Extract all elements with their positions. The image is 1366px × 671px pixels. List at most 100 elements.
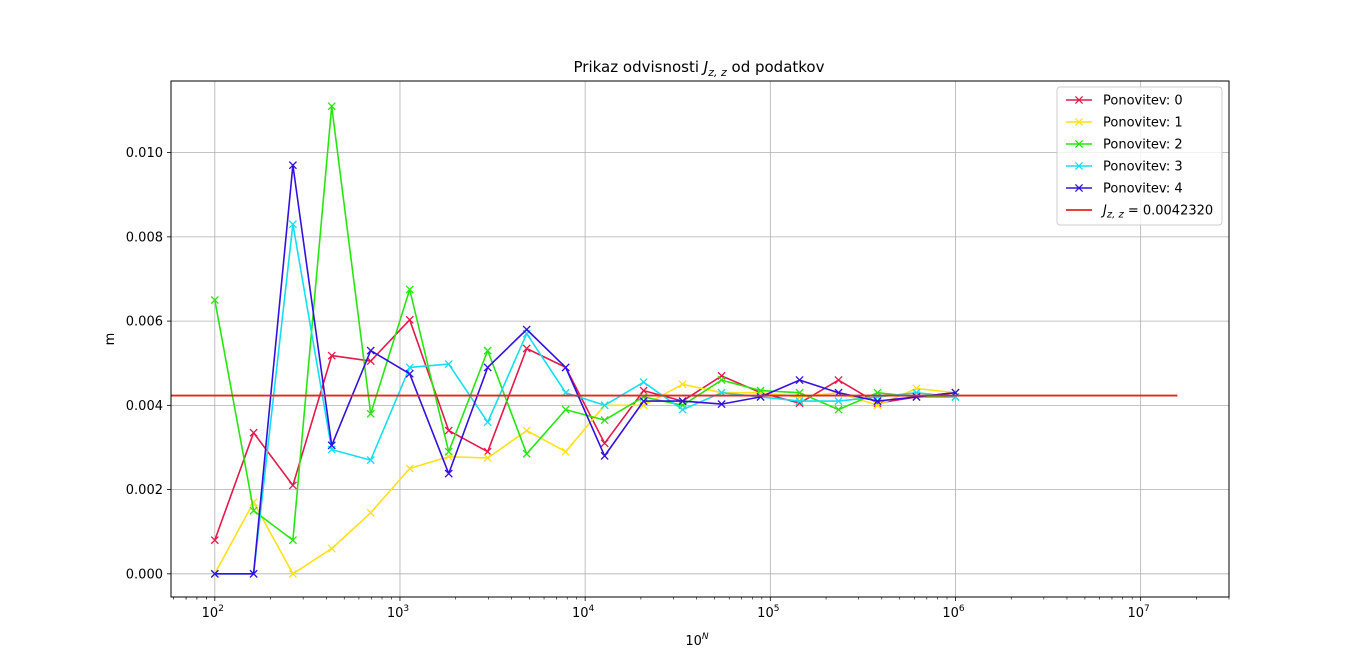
series-0-point-10 xyxy=(600,439,609,448)
legend-swatch-marker-4 xyxy=(1074,183,1084,193)
legend-label-reference: Jz, z = 0.0042320 xyxy=(1100,204,1213,221)
series-4-point-7 xyxy=(483,363,492,372)
x-tick-label-0: 102 xyxy=(202,604,224,621)
chart-title: Prikaz odvisnosti Jz, z od podatkov xyxy=(574,58,825,79)
series-3-point-5 xyxy=(405,363,414,372)
series-1-point-7 xyxy=(483,453,492,463)
legend-item-0: Ponovitev: 0 xyxy=(1066,94,1183,109)
legend-box xyxy=(1056,86,1223,226)
series-2-point-10 xyxy=(600,416,609,425)
series-2-point-7 xyxy=(483,346,492,355)
series-0-point-0 xyxy=(210,536,219,545)
legend-swatch-marker-1 xyxy=(1074,117,1084,127)
y-axis-label: m xyxy=(103,333,118,346)
series-2-point-2 xyxy=(288,536,297,545)
legend-label-3: Ponovitev: 3 xyxy=(1103,160,1183,175)
x-tick-labels: 102 103 104 105 106 107 xyxy=(202,604,1150,621)
series-3-point-7 xyxy=(483,418,492,427)
series-1-line xyxy=(214,383,956,575)
series-0-point-3 xyxy=(327,351,336,360)
series-2-point-16 xyxy=(834,405,843,414)
y-tick-label-3: 0.006 xyxy=(126,315,163,330)
series-4-point-2 xyxy=(288,161,297,170)
legend: Ponovitev: 0 Ponovitev: 1 Ponovitev: 2 Pono… xyxy=(1056,86,1223,226)
series-0-point-5 xyxy=(405,315,414,324)
y-tick-labels: 0.000 0.002 0.004 0.006 0.008 0.010 xyxy=(126,146,163,582)
legend-swatch-marker-2 xyxy=(1074,139,1084,149)
legend-item-2: Ponovitev: 2 xyxy=(1066,138,1183,153)
series-2-point-14 xyxy=(756,386,765,395)
series-4-point-4 xyxy=(366,346,375,355)
series-3-point-4 xyxy=(366,456,375,465)
series-0-point-6 xyxy=(444,426,453,435)
series-4-point-14 xyxy=(756,392,765,401)
series-2-point-13 xyxy=(717,376,726,385)
series-3-line xyxy=(214,223,956,575)
series-4-point-9 xyxy=(561,363,570,372)
legend-item-4: Ponovitev: 4 xyxy=(1066,182,1183,197)
legend-label-2: Ponovitev: 2 xyxy=(1103,138,1183,153)
series-2-point-6 xyxy=(444,447,453,456)
series-4-point-11 xyxy=(639,397,648,406)
series-0-point-8 xyxy=(522,344,531,353)
series-1-point-3 xyxy=(327,544,336,553)
series-3-point-10 xyxy=(600,401,609,410)
series-3-point-15 xyxy=(795,397,804,406)
series-4-point-8 xyxy=(522,325,531,334)
series-4-point-5 xyxy=(405,369,414,378)
series-2-point-4 xyxy=(366,409,375,418)
series-0-line xyxy=(214,318,956,541)
legend-item-3: Ponovitev: 3 xyxy=(1066,160,1183,175)
series-1-point-5 xyxy=(405,464,414,473)
legend-swatch-marker-3 xyxy=(1074,161,1084,171)
series-1-point-2 xyxy=(288,569,297,578)
x-tick-label-3: 105 xyxy=(757,604,779,621)
series-4-point-17 xyxy=(873,397,882,406)
series-4-point-13 xyxy=(717,400,726,409)
series-4-point-15 xyxy=(795,376,804,385)
series-4-point-3 xyxy=(327,441,336,450)
y-tick-label-1: 0.002 xyxy=(126,483,163,498)
x-tick-label-1: 103 xyxy=(387,604,409,621)
y-tick-label-5: 0.010 xyxy=(126,146,163,161)
series-1-point-9 xyxy=(561,447,570,456)
series-4-point-18 xyxy=(912,392,921,401)
series-4 xyxy=(210,161,960,578)
series-3-point-6 xyxy=(444,360,453,369)
series-4-point-0 xyxy=(210,569,219,578)
series-0-point-4 xyxy=(366,357,375,366)
series-3-point-16 xyxy=(834,397,843,406)
legend-label-1: Ponovitev: 1 xyxy=(1103,116,1183,131)
series-0-point-16 xyxy=(834,376,843,385)
legend-swatch-marker-0 xyxy=(1074,95,1084,105)
series-2-point-9 xyxy=(561,405,570,414)
series-3-point-11 xyxy=(639,378,648,387)
series-4-point-12 xyxy=(678,397,687,406)
axis-ticks xyxy=(167,152,1142,601)
series-2-point-5 xyxy=(405,285,414,294)
legend-label-0: Ponovitev: 0 xyxy=(1103,94,1183,109)
series-4-point-6 xyxy=(444,469,453,478)
plot-area-frame xyxy=(170,80,1230,598)
x-axis-label: 10N xyxy=(685,632,709,649)
y-tick-label-4: 0.008 xyxy=(126,230,163,245)
series-2-point-1 xyxy=(249,506,258,515)
x-tick-label-5: 107 xyxy=(1128,604,1150,621)
series-1-point-12 xyxy=(678,380,687,389)
series-1-point-4 xyxy=(366,508,375,517)
series-0-point-1 xyxy=(249,428,258,437)
series-2-point-3 xyxy=(327,102,336,111)
x-tick-label-4: 106 xyxy=(942,604,965,621)
series-4-point-1 xyxy=(249,569,258,578)
series-0-point-2 xyxy=(288,481,297,490)
series-4-line xyxy=(214,164,956,575)
y-tick-label-2: 0.004 xyxy=(126,399,163,414)
series-0-point-7 xyxy=(483,447,492,456)
legend-item-1: Ponovitev: 1 xyxy=(1066,116,1183,131)
series-4-point-10 xyxy=(600,451,609,460)
legend-item-reference: Jz, z = 0.0042320 xyxy=(1066,204,1213,221)
series-0-point-11 xyxy=(639,386,648,395)
series-1-point-8 xyxy=(522,426,531,435)
x-tick-label-2: 104 xyxy=(572,604,595,621)
